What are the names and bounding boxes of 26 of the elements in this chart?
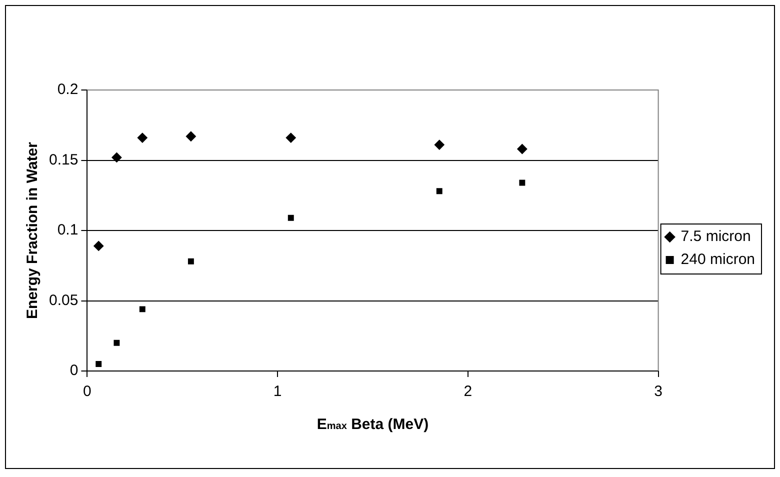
x-tick-label: 3 — [654, 383, 662, 400]
point — [137, 132, 148, 143]
point — [434, 140, 444, 150]
point — [517, 144, 528, 154]
point — [436, 188, 442, 194]
point — [286, 132, 296, 143]
y-tick-label: 0.1 — [57, 222, 78, 239]
point — [519, 180, 526, 186]
point — [112, 152, 122, 162]
legend-label: 7.5 micron — [680, 228, 751, 246]
y-axis-title: Energy Fraction in Water — [24, 142, 42, 319]
point — [186, 131, 196, 142]
y-tick-label: 0.05 — [48, 292, 78, 309]
x-tick-label: 2 — [464, 383, 472, 400]
point — [188, 258, 194, 264]
x-tick-label: 1 — [273, 383, 282, 400]
point — [288, 214, 294, 221]
point — [94, 240, 104, 251]
point — [139, 306, 146, 312]
y-tick-label: 0.2 — [57, 81, 78, 98]
y-tick-label: 0 — [70, 362, 78, 380]
legend-label: 240 micron — [680, 251, 755, 268]
point — [96, 361, 102, 367]
x-tick-label: 0 — [83, 383, 92, 400]
point — [114, 340, 120, 346]
y-tick-label: 0.15 — [48, 151, 78, 168]
